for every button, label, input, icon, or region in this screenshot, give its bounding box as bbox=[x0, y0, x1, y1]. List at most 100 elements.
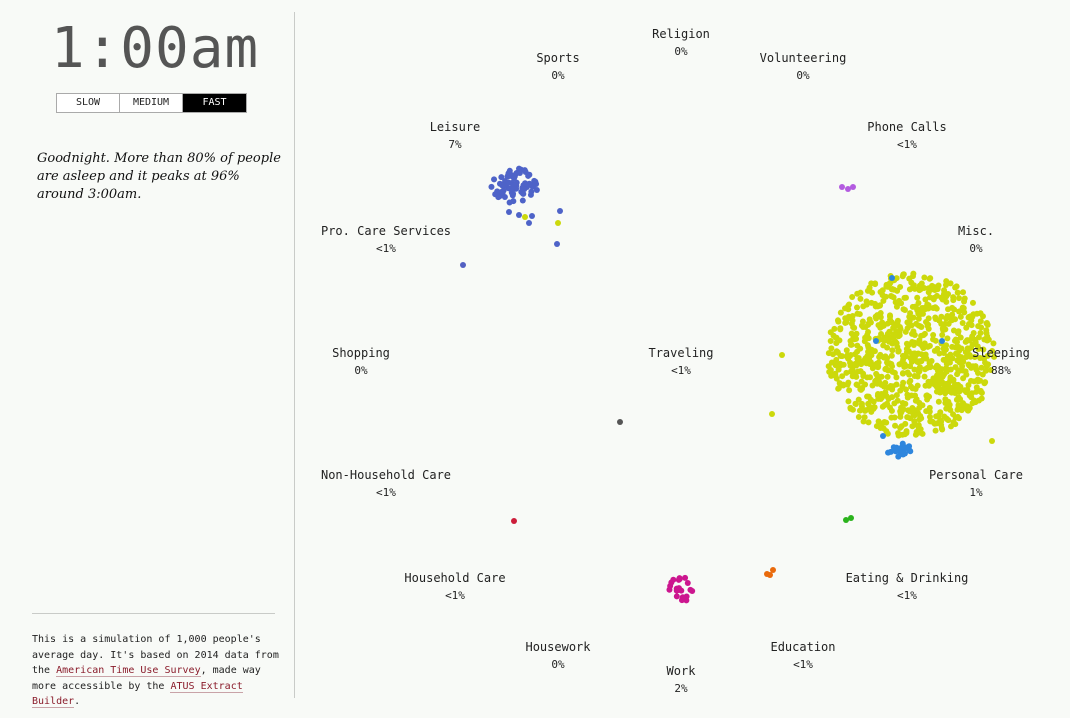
education-dot bbox=[767, 572, 773, 578]
sleeping-dot bbox=[930, 331, 937, 338]
sleeping-dot bbox=[927, 418, 934, 425]
sleeping-dot bbox=[901, 431, 908, 438]
sleeping-dot bbox=[847, 359, 854, 366]
sleeping-dot bbox=[851, 324, 858, 331]
activity-label-volunteering: Volunteering 0% bbox=[760, 50, 847, 84]
activity-label-religion: Religion 0% bbox=[652, 26, 710, 60]
atus-extract-builder-link[interactable]: ATUS Extract Builder bbox=[32, 680, 243, 708]
sleeping-dot bbox=[899, 370, 906, 377]
activity-label-work: Work 2% bbox=[667, 663, 696, 697]
sleeping-dot bbox=[835, 366, 842, 373]
sleeping-dot bbox=[947, 374, 954, 381]
sleeping-dot bbox=[835, 385, 842, 392]
sleeping-dot bbox=[940, 291, 947, 298]
sleeping-dot bbox=[934, 413, 941, 420]
speed-slow-button[interactable]: SLOW bbox=[57, 94, 120, 112]
sleeping-dot bbox=[960, 289, 967, 296]
speed-fast-button[interactable]: FAST bbox=[183, 94, 246, 112]
sleeping-dot bbox=[874, 312, 881, 319]
sleeping-dot bbox=[859, 318, 866, 325]
sleeping-dot bbox=[990, 340, 997, 347]
work-dot bbox=[676, 575, 683, 582]
sleeping-dot bbox=[880, 297, 887, 304]
leisure-dot bbox=[557, 208, 563, 214]
activity-label-eating-drinking: Eating & Drinking <1% bbox=[846, 570, 969, 604]
leisure-dot bbox=[526, 180, 533, 187]
sleeping-dot bbox=[952, 284, 959, 291]
sleeping-dot bbox=[888, 414, 895, 421]
sleeping-dot bbox=[834, 361, 841, 368]
sleeping-dot bbox=[930, 375, 937, 382]
sleeping-dot bbox=[857, 289, 864, 296]
sleeping-dot bbox=[944, 335, 951, 342]
sleeping-dot bbox=[874, 380, 881, 387]
sleeping-dot bbox=[522, 214, 528, 220]
sleeping-dot bbox=[942, 281, 949, 288]
sleeping-dot bbox=[895, 432, 902, 439]
sleeping-dot bbox=[910, 270, 917, 277]
sleeping-dot bbox=[779, 352, 785, 358]
vertical-divider bbox=[294, 12, 295, 698]
atus-link[interactable]: American Time Use Survey bbox=[56, 665, 201, 677]
sleeping-dot bbox=[902, 294, 909, 301]
sleeping-dot bbox=[960, 358, 967, 365]
sleeping-dot bbox=[957, 334, 964, 341]
sleeping-dot bbox=[953, 396, 960, 403]
sleeping-dot bbox=[857, 345, 864, 352]
simulation-area: Religion 0% Sports 0% Volunteering 0% Leisure 7… bbox=[296, 0, 1070, 718]
sleeping-dot bbox=[952, 364, 959, 371]
sleeping-dot bbox=[943, 405, 950, 412]
sleeping-dot bbox=[919, 342, 926, 349]
sleeping-dot bbox=[888, 292, 895, 299]
sleeping-dot bbox=[955, 308, 962, 315]
sleeping-dot bbox=[935, 282, 942, 289]
sleeping-dot bbox=[910, 282, 917, 289]
activity-percent: <1% bbox=[671, 364, 691, 377]
leisure-dot bbox=[508, 185, 515, 192]
sleeping-dot bbox=[888, 407, 895, 414]
sleeping-dot bbox=[968, 364, 975, 371]
sleeping-dot bbox=[909, 338, 916, 345]
leisure-dot bbox=[506, 209, 512, 215]
sleeping-dot bbox=[900, 271, 907, 278]
sleeping-dot bbox=[871, 348, 878, 355]
sleeping-dot bbox=[857, 386, 864, 393]
sleeping-dot bbox=[912, 397, 919, 404]
sleeping-dot bbox=[932, 427, 939, 434]
activity-percent: <1% bbox=[897, 138, 917, 151]
sleeping-dot bbox=[930, 285, 937, 292]
sleeping-dot bbox=[973, 388, 980, 395]
sleeping-dot bbox=[984, 337, 991, 344]
activity-name: Eating & Drinking bbox=[845, 571, 969, 585]
activity-percent: 0% bbox=[551, 69, 565, 82]
sleeping-dot bbox=[875, 390, 882, 397]
activity-label-personal-care: Personal Care 1% bbox=[929, 467, 1023, 501]
eating-dot bbox=[848, 515, 854, 521]
activity-name: Non-Household Care bbox=[320, 468, 452, 482]
sleeping-dot bbox=[901, 306, 908, 313]
sleeping-dot bbox=[857, 368, 864, 375]
sleeping-dot bbox=[989, 347, 996, 354]
sleeping-dot bbox=[955, 402, 962, 409]
sleeping-dot bbox=[902, 420, 909, 427]
leisure-dot bbox=[491, 176, 498, 183]
sleeping-dot bbox=[887, 312, 894, 319]
sleeping-dot bbox=[924, 343, 931, 350]
sleeping-dot bbox=[894, 317, 901, 324]
sleeping-dot bbox=[884, 430, 891, 437]
sleeping-dot bbox=[887, 280, 894, 287]
eating-dot bbox=[843, 517, 849, 523]
sleeping-dot bbox=[769, 411, 775, 417]
sleeping-dot bbox=[956, 295, 963, 302]
sleeping-dot bbox=[965, 337, 972, 344]
sleeping-dot bbox=[861, 407, 868, 414]
speed-medium-button[interactable]: MEDIUM bbox=[120, 94, 183, 112]
sleeping-dot bbox=[889, 347, 896, 354]
sleeping-dot bbox=[967, 353, 974, 360]
sleeping-dot bbox=[883, 419, 890, 426]
sleeping-dot bbox=[843, 369, 850, 376]
sleeping-dot bbox=[926, 413, 933, 420]
activity-percent: <1% bbox=[376, 242, 396, 255]
activity-label-shopping: Shopping 0% bbox=[332, 345, 390, 379]
sleeping-dot bbox=[899, 352, 906, 359]
